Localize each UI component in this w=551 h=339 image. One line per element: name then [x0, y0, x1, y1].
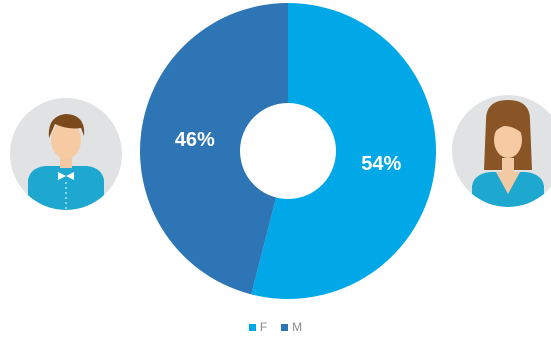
legend-item-m: M [281, 320, 302, 334]
slice-f [251, 3, 436, 299]
legend-swatch-f [248, 323, 256, 331]
male-avatar-icon [10, 98, 122, 210]
slice-label-f: 54% [361, 153, 401, 175]
donut-slices [139, 3, 436, 299]
legend: F M [0, 320, 551, 334]
slice-label-m: 46% [175, 129, 215, 151]
female-avatar-icon [452, 95, 551, 207]
legend-label-f: F [259, 320, 268, 334]
legend-item-f: F [248, 320, 268, 334]
legend-swatch-m [281, 323, 289, 331]
slice-labels: 54% 46% [175, 129, 402, 175]
legend-label-m: M [292, 320, 303, 334]
slice-m [139, 3, 288, 295]
